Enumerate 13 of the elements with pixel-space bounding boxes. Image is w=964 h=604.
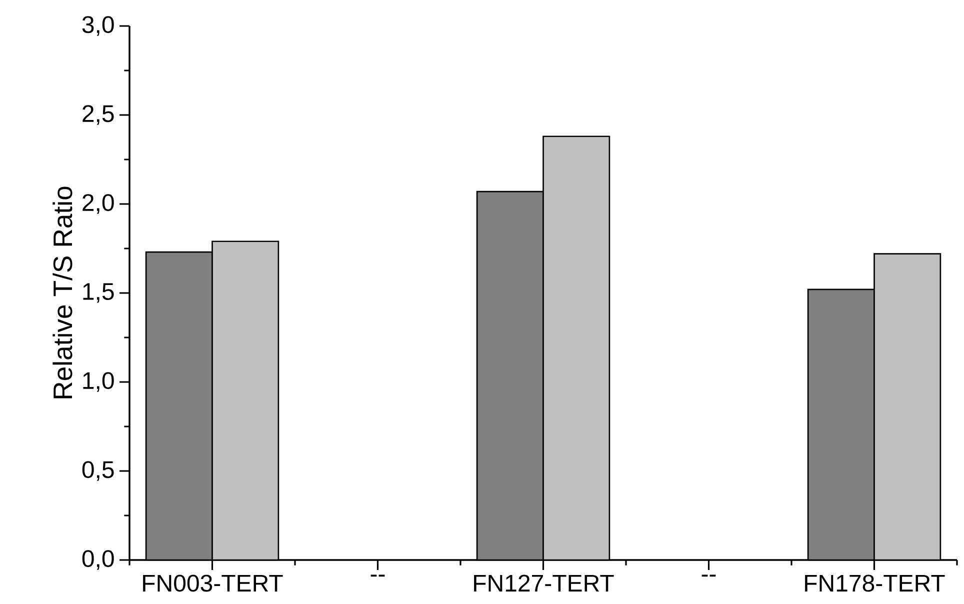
x-tick-label: FN178-TERT — [805, 574, 945, 592]
y-axis-title: Relative T/S Ratio — [52, 186, 72, 398]
x-tick-label: -- — [370, 574, 385, 577]
x-tick-label: FN003-TERT — [143, 574, 283, 592]
y-tick-label: 1,0 — [83, 372, 114, 392]
y-tick-label: 3,0 — [82, 16, 114, 36]
y-tick-label: 0,0 — [82, 550, 114, 570]
y-tick-label: 0,5 — [82, 461, 114, 481]
y-tick-label: 1,5 — [83, 283, 114, 303]
y-tick-label: 2,5 — [82, 105, 114, 125]
x-tick-label: FN127-TERT — [474, 574, 614, 592]
x-tick-label: -- — [702, 574, 716, 577]
y-tick-label: 2,0 — [82, 194, 114, 214]
